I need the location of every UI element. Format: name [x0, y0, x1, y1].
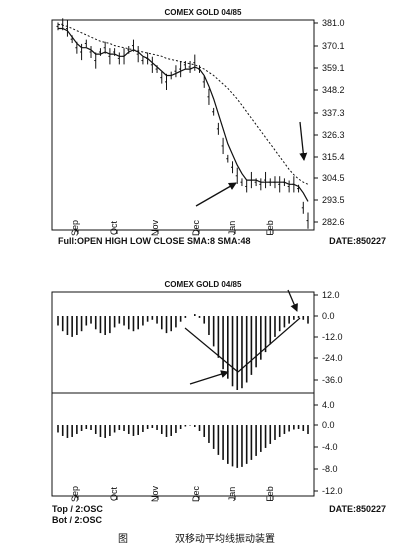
- osc-bottom-y-tick-label: 4.0: [322, 400, 335, 410]
- osc-month-label: Oct: [109, 487, 119, 502]
- price-chart-title: COMEX GOLD 04/85: [165, 8, 242, 17]
- osc-chart-title: COMEX GOLD 04/85: [165, 280, 242, 289]
- price-y-tick-label: 304.5: [322, 173, 345, 183]
- osc-footer-bottom: Bot / 2:OSC: [52, 515, 103, 525]
- sma-48-line: [57, 23, 309, 185]
- osc-month-label: Dec: [191, 486, 201, 503]
- osc-top-histogram: [57, 314, 309, 390]
- osc-top-y-tick-label: -36.0: [322, 375, 343, 385]
- osc-top-y-tick-label: -24.0: [322, 353, 343, 363]
- price-bars: [56, 18, 309, 229]
- caption-text: 双移动平均线振动装置: [175, 532, 275, 545]
- osc-bottom-y-tick-label: -4.0: [322, 442, 338, 452]
- price-month-label: Sep: [70, 220, 80, 236]
- osc-month-label: Nov: [150, 486, 160, 503]
- arrow-feb-down: [299, 121, 308, 161]
- price-chart: COMEX GOLD 04/85 381.0 370.1 359.1 348.2 337…: [51, 8, 386, 246]
- osc-top-y-tick-label: 0.0: [322, 311, 335, 321]
- price-month-label: Feb: [265, 220, 275, 236]
- osc-bottom-y-tick-label: -8.0: [322, 464, 338, 474]
- osc-top-y-tick-label: 12.0: [322, 290, 340, 300]
- osc-month-label: Sep: [70, 486, 80, 502]
- oscillator-chart: COMEX GOLD 04/85 12.00.0-12.0-24.0-36.0 …: [51, 280, 386, 525]
- price-y-tick-label: 370.1: [322, 41, 345, 51]
- price-month-label: Jan: [227, 221, 237, 236]
- price-y-tick-label: 293.5: [322, 195, 345, 205]
- osc-month-label: Feb: [265, 486, 275, 502]
- price-x-axis: Sep Oct Nov Dec Jan Feb: [70, 220, 275, 237]
- arrow-osc-trough: [189, 370, 229, 385]
- osc-bottom-y-tick-label: 0.0: [322, 420, 335, 430]
- osc-footer-top: Top / 2:OSC: [52, 504, 103, 514]
- arrow-jan-low: [195, 182, 237, 207]
- price-y-tick-label: 381.0: [322, 18, 345, 28]
- v-line-right: [237, 317, 301, 373]
- osc-footer-right: DATE:850227: [329, 504, 386, 514]
- osc-bottom-histogram: [57, 425, 309, 468]
- osc-bottom-y-axis: 4.0 0.0 -4.0 -8.0 -12.0: [314, 400, 343, 496]
- osc-bottom-y-tick-label: -12.0: [322, 486, 343, 496]
- price-plot-frame: [51, 19, 315, 231]
- v-line-left: [184, 327, 239, 373]
- price-y-tick-label: 282.6: [322, 217, 345, 227]
- caption-label: 图: [118, 533, 128, 545]
- price-y-tick-label: 348.2: [322, 85, 345, 95]
- osc-month-label: Jan: [227, 487, 237, 502]
- price-y-tick-label: 359.1: [322, 63, 345, 73]
- price-month-label: Nov: [150, 220, 160, 237]
- price-footer-right: DATE:850227: [329, 236, 386, 246]
- osc-top-y-axis: 12.0 0.0 -12.0 -24.0 -36.0: [314, 290, 343, 385]
- price-y-tick-label: 326.3: [322, 130, 345, 140]
- osc-x-axis: Sep Oct Nov Dec Jan Feb: [70, 486, 275, 503]
- osc-top-y-tick-label: -12.0: [322, 332, 343, 342]
- price-y-tick-label: 315.4: [322, 152, 345, 162]
- osc-plot-frame: [51, 291, 315, 497]
- price-y-tick-label: 337.3: [322, 108, 345, 118]
- sma-8-line: [58, 27, 309, 202]
- arrow-osc-feb: [287, 289, 298, 312]
- price-y-axis: 381.0 370.1 359.1 348.2 337.3 326.3 315.4 304.5…: [314, 18, 345, 227]
- price-footer-left: Full:OPEN HIGH LOW CLOSE SMA:8 SMA:48: [58, 236, 251, 246]
- price-month-label: Oct: [109, 221, 119, 236]
- price-month-label: Dec: [191, 220, 201, 237]
